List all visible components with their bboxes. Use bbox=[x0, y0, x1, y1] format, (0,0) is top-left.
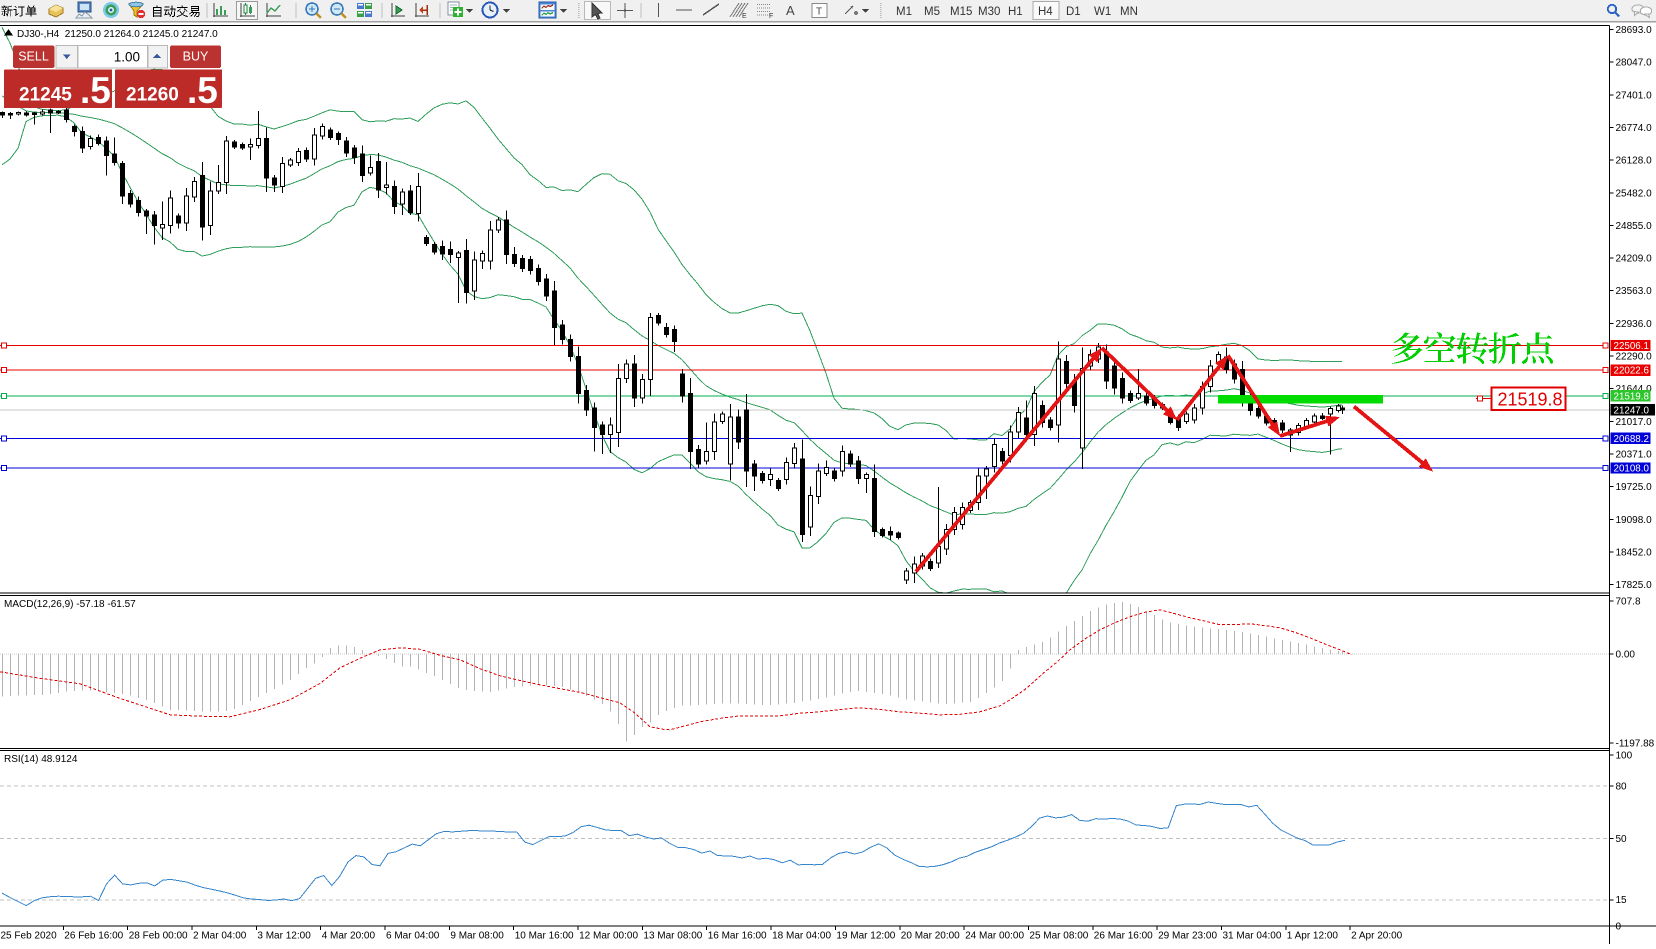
svg-text:RSI(14) 48.9124: RSI(14) 48.9124 bbox=[4, 754, 78, 765]
svg-text:3 Mar 12:00: 3 Mar 12:00 bbox=[257, 931, 311, 942]
svg-text:22936.0: 22936.0 bbox=[1616, 319, 1653, 330]
svg-text:F: F bbox=[769, 13, 773, 20]
svg-text:6 Mar 04:00: 6 Mar 04:00 bbox=[386, 931, 440, 942]
svg-text:28693.0: 28693.0 bbox=[1616, 25, 1653, 36]
svg-text:21519.8: 21519.8 bbox=[1614, 391, 1650, 402]
svg-text:31 Mar 04:00: 31 Mar 04:00 bbox=[1223, 931, 1282, 942]
svg-text:24855.0: 24855.0 bbox=[1616, 221, 1653, 232]
svg-text:25482.0: 25482.0 bbox=[1616, 188, 1653, 199]
svg-text:20 Mar 20:00: 20 Mar 20:00 bbox=[901, 931, 960, 942]
svg-text:19098.0: 19098.0 bbox=[1616, 515, 1653, 526]
svg-text:25 Mar 08:00: 25 Mar 08:00 bbox=[1029, 931, 1088, 942]
svg-text:10 Mar 16:00: 10 Mar 16:00 bbox=[515, 931, 574, 942]
svg-text:29 Mar 23:00: 29 Mar 23:00 bbox=[1158, 931, 1217, 942]
svg-text:21644.0: 21644.0 bbox=[1616, 384, 1653, 395]
svg-text:18 Mar 04:00: 18 Mar 04:00 bbox=[772, 931, 831, 942]
svg-text:21519.8: 21519.8 bbox=[1498, 390, 1563, 410]
svg-text:M5: M5 bbox=[924, 6, 940, 18]
svg-text:M1: M1 bbox=[896, 6, 912, 18]
svg-text:22506.1: 22506.1 bbox=[1614, 341, 1649, 352]
svg-text:19 Mar 12:00: 19 Mar 12:00 bbox=[836, 931, 895, 942]
svg-text:13 Mar 08:00: 13 Mar 08:00 bbox=[643, 931, 702, 942]
svg-text:26 Mar 16:00: 26 Mar 16:00 bbox=[1094, 931, 1153, 942]
svg-text:2 Apr 20:00: 2 Apr 20:00 bbox=[1351, 931, 1403, 942]
svg-text:24 Mar 00:00: 24 Mar 00:00 bbox=[965, 931, 1024, 942]
svg-text:H1: H1 bbox=[1008, 6, 1023, 18]
svg-text:22290.0: 22290.0 bbox=[1616, 352, 1653, 363]
svg-text:H4: H4 bbox=[1038, 6, 1053, 18]
svg-text:19725.0: 19725.0 bbox=[1616, 482, 1653, 493]
svg-text:.5: .5 bbox=[80, 70, 111, 111]
svg-text:BUY: BUY bbox=[183, 50, 209, 64]
svg-text:21245: 21245 bbox=[19, 85, 72, 106]
svg-text:22022.6: 22022.6 bbox=[1614, 366, 1650, 377]
svg-text:24209.0: 24209.0 bbox=[1616, 254, 1653, 265]
svg-text:W1: W1 bbox=[1094, 6, 1111, 18]
svg-text:17825.0: 17825.0 bbox=[1616, 580, 1653, 591]
svg-text:4 Mar 20:00: 4 Mar 20:00 bbox=[322, 931, 376, 942]
svg-text:M15: M15 bbox=[950, 6, 972, 18]
svg-text:0: 0 bbox=[1616, 922, 1622, 933]
svg-text:100: 100 bbox=[1616, 751, 1633, 762]
svg-text:23563.0: 23563.0 bbox=[1616, 286, 1653, 297]
svg-text:D1: D1 bbox=[1066, 6, 1081, 18]
svg-text:26 Feb 16:00: 26 Feb 16:00 bbox=[64, 931, 123, 942]
svg-text:80: 80 bbox=[1616, 782, 1628, 793]
svg-text:1.00: 1.00 bbox=[114, 50, 140, 65]
svg-text:28047.0: 28047.0 bbox=[1616, 58, 1653, 69]
svg-text:DJ30-,H4 21250.0 21264.0 2124: DJ30-,H4 21250.0 21264.0 21245.0 21247.0 bbox=[17, 29, 218, 40]
svg-text:15: 15 bbox=[1616, 895, 1628, 906]
svg-text:-1197.88: -1197.88 bbox=[1616, 738, 1655, 749]
svg-text:MACD(12,26,9) -57.18 -61.57: MACD(12,26,9) -57.18 -61.57 bbox=[4, 599, 136, 610]
svg-text:18452.0: 18452.0 bbox=[1616, 547, 1653, 558]
svg-text:2 Mar 04:00: 2 Mar 04:00 bbox=[193, 931, 247, 942]
svg-text:T: T bbox=[816, 7, 822, 18]
svg-text:21017.0: 21017.0 bbox=[1616, 417, 1653, 428]
svg-text:20371.0: 20371.0 bbox=[1616, 450, 1653, 461]
svg-text:0.00: 0.00 bbox=[1616, 649, 1636, 660]
svg-text:A: A bbox=[786, 3, 795, 18]
svg-text:27401.0: 27401.0 bbox=[1616, 90, 1653, 101]
svg-text:26128.0: 26128.0 bbox=[1616, 156, 1653, 167]
svg-text:50: 50 bbox=[1616, 834, 1628, 845]
svg-text:12 Mar 00:00: 12 Mar 00:00 bbox=[579, 931, 638, 942]
svg-text:9 Mar 08:00: 9 Mar 08:00 bbox=[450, 931, 504, 942]
svg-text:28 Feb 00:00: 28 Feb 00:00 bbox=[129, 931, 188, 942]
svg-text:21260: 21260 bbox=[126, 85, 179, 106]
svg-text:E: E bbox=[742, 13, 747, 20]
svg-text:SELL: SELL bbox=[18, 50, 49, 64]
svg-text:MN: MN bbox=[1120, 6, 1138, 18]
svg-text:20688.2: 20688.2 bbox=[1614, 434, 1649, 445]
svg-text:16 Mar 16:00: 16 Mar 16:00 bbox=[708, 931, 767, 942]
svg-text:.5: .5 bbox=[187, 70, 218, 111]
svg-text:21247.0: 21247.0 bbox=[1614, 405, 1650, 416]
svg-text:20108.0: 20108.0 bbox=[1614, 464, 1650, 475]
svg-text:M30: M30 bbox=[978, 6, 1000, 18]
svg-text:707.8: 707.8 bbox=[1616, 597, 1641, 608]
svg-text:25 Feb 2020: 25 Feb 2020 bbox=[1, 931, 58, 942]
svg-text:26774.0: 26774.0 bbox=[1616, 123, 1653, 134]
svg-text:1 Apr 12:00: 1 Apr 12:00 bbox=[1287, 931, 1339, 942]
